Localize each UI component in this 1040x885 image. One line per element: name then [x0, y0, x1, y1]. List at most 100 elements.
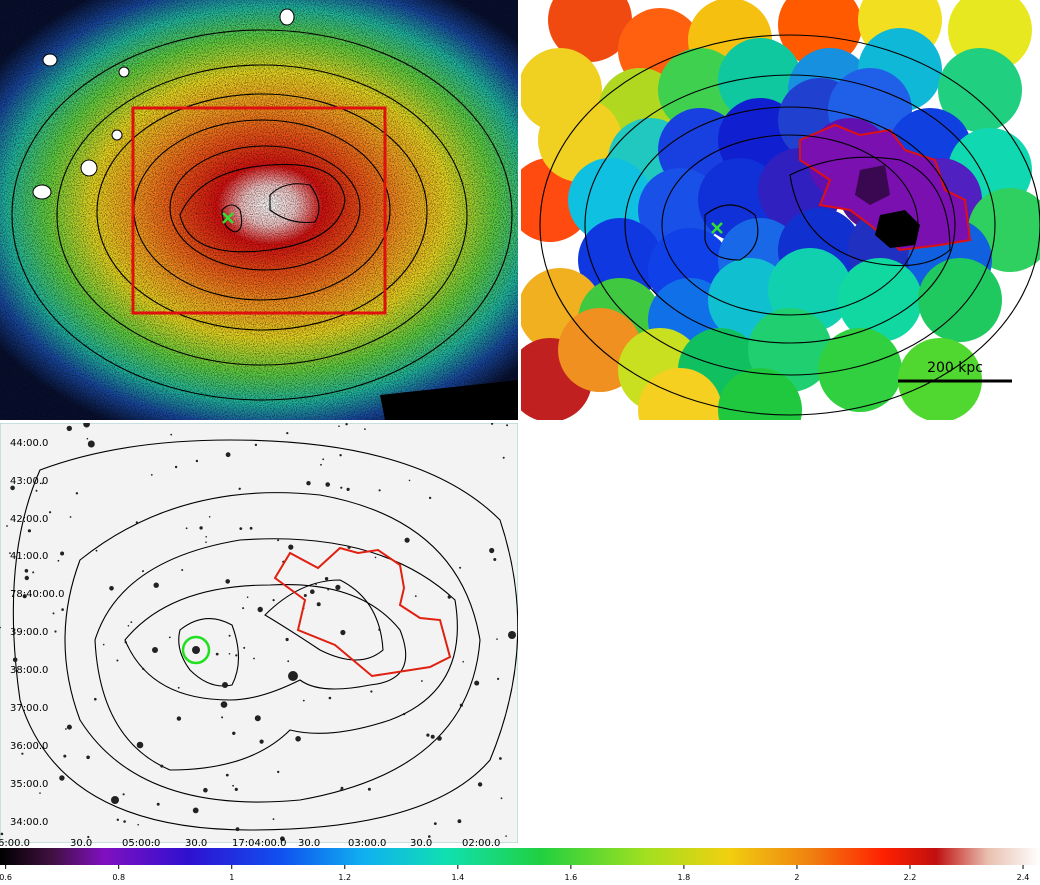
temperature-bin	[918, 258, 1002, 342]
galaxy	[95, 549, 98, 552]
temperature-panel: 200 kpc	[521, 0, 1040, 420]
galaxy	[378, 628, 381, 631]
galaxy	[402, 712, 406, 716]
galaxy	[328, 696, 332, 700]
galaxy	[497, 677, 500, 681]
ra-label: 30.0	[410, 838, 432, 849]
temperature-bin	[898, 338, 982, 420]
galaxy	[228, 634, 231, 637]
contour	[584, 74, 996, 376]
xray-noise	[0, 0, 518, 420]
dec-label: 39:00.0	[10, 627, 48, 638]
galaxy	[12, 657, 18, 663]
optical-image	[0, 423, 518, 843]
galaxy	[83, 423, 90, 428]
galaxy	[421, 680, 423, 682]
colorbar-label: 1.2	[338, 873, 351, 881]
galaxy	[9, 552, 11, 554]
ra-label: 6:00.0	[0, 838, 30, 849]
ra-label: 30.0	[70, 838, 92, 849]
galaxy	[433, 822, 437, 825]
galaxy	[208, 516, 211, 518]
galaxy	[345, 423, 348, 426]
galaxy	[225, 452, 231, 458]
galaxy	[41, 482, 44, 485]
galaxy	[459, 703, 463, 707]
galaxy	[408, 479, 411, 482]
galaxy	[430, 734, 435, 739]
galaxy	[306, 481, 311, 486]
galaxy	[295, 736, 301, 742]
galaxy	[205, 536, 207, 538]
galaxy	[66, 425, 73, 432]
galaxy	[474, 680, 480, 686]
colorbar-label: 1.4	[451, 873, 464, 881]
galaxy	[477, 782, 483, 787]
galaxy	[203, 787, 208, 793]
temperature-bin	[718, 38, 802, 122]
galaxy	[21, 752, 24, 755]
galaxy	[489, 547, 495, 554]
galaxy	[339, 789, 342, 791]
dec-label: 37:00.0	[10, 703, 48, 714]
galaxy	[302, 699, 305, 702]
galaxy	[249, 526, 253, 530]
dec-label: 78:40:00.0	[10, 589, 64, 600]
galaxy	[215, 652, 219, 656]
galaxy	[123, 820, 126, 823]
temperature-bin	[548, 0, 632, 62]
galaxy	[506, 424, 509, 427]
galaxy	[374, 556, 377, 559]
galaxy	[225, 579, 230, 584]
contour	[539, 34, 1040, 416]
galaxy	[499, 757, 502, 760]
galaxy	[340, 786, 344, 790]
xray-contours	[11, 29, 513, 401]
colorbar	[0, 848, 1040, 865]
galaxy	[124, 641, 127, 644]
galaxy	[243, 646, 246, 649]
galaxy	[235, 654, 238, 657]
cool-bin	[855, 165, 890, 205]
galaxy	[6, 525, 8, 527]
galaxy	[257, 606, 263, 613]
colorbar-label: 0.8	[112, 873, 125, 881]
galaxy	[288, 671, 298, 681]
galaxy	[153, 582, 159, 588]
galaxy	[174, 465, 178, 469]
temperature-bin	[818, 328, 902, 412]
galaxy	[239, 527, 243, 530]
galaxy	[364, 428, 366, 430]
galaxy	[86, 437, 89, 440]
galaxies	[0, 423, 516, 843]
galaxy	[320, 463, 322, 466]
galaxy	[310, 589, 315, 594]
galaxy	[87, 835, 90, 839]
galaxy	[322, 458, 325, 461]
galaxy	[35, 489, 38, 492]
ra-label: 03:00.0	[348, 838, 386, 849]
ra-label: 02:00.0	[462, 838, 500, 849]
colorbar-label: 2	[794, 873, 799, 881]
galaxy	[192, 646, 200, 654]
galaxy	[285, 637, 289, 642]
dec-label: 34:00.0	[10, 817, 48, 828]
contour	[624, 106, 956, 344]
galaxy	[192, 807, 199, 814]
dec-label: 36:00.0	[10, 741, 48, 752]
galaxy	[181, 569, 184, 571]
dec-label: 41:00.0	[10, 551, 48, 562]
galaxy	[75, 492, 79, 495]
galaxy	[500, 797, 503, 800]
galaxy	[457, 819, 462, 824]
galaxy	[340, 486, 343, 489]
galaxy	[234, 787, 238, 792]
galaxy	[277, 770, 280, 774]
zoom-box	[131, 106, 387, 315]
bcg-marker	[711, 222, 723, 234]
galaxy	[426, 733, 430, 737]
galaxy	[94, 697, 97, 701]
coolest-bin	[875, 210, 920, 248]
galaxy	[156, 802, 160, 806]
